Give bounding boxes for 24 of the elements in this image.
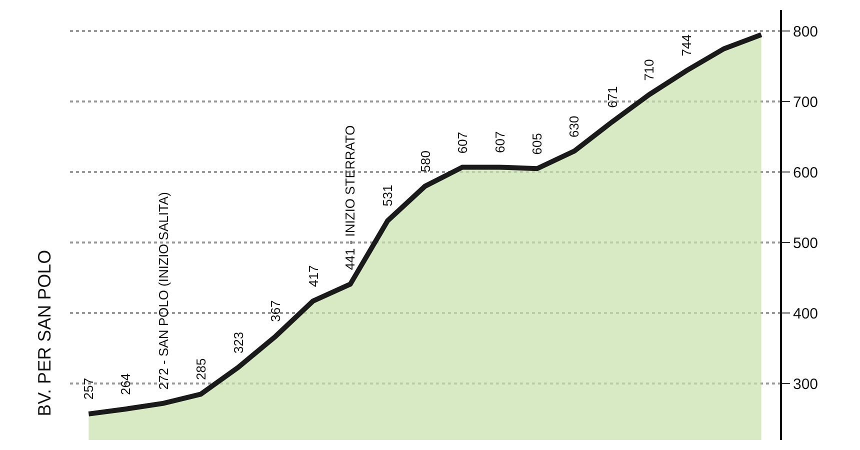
- data-label: 744: [678, 34, 694, 56]
- data-label: 323: [230, 332, 246, 354]
- y-tick-label: 700: [793, 94, 818, 111]
- data-label: 531: [380, 184, 395, 206]
- data-label: 264: [118, 373, 134, 396]
- y-tick-label: 300: [793, 376, 818, 393]
- y-tick-label: 400: [793, 305, 818, 322]
- data-label: 272 - SAN POLO (INIZIO SALITA): [156, 192, 172, 390]
- text: BV. PER SAN POLO: [34, 250, 54, 416]
- data-label: 671: [604, 86, 620, 108]
- y-tick-label: 500: [793, 234, 818, 252]
- data-label: 605: [530, 133, 544, 155]
- data-label: 607: [455, 132, 470, 154]
- data-label: 257: [80, 378, 96, 400]
- y-tick-label: 800: [793, 23, 818, 40]
- data-label: 630: [566, 116, 582, 138]
- data-label: 285: [194, 358, 209, 380]
- data-label: 441 - INIZIO STERRATO: [342, 125, 358, 270]
- data-label: 710: [642, 59, 657, 81]
- data-label: 607: [492, 131, 508, 153]
- data-label: 417: [306, 265, 321, 288]
- data-label: 367: [268, 300, 284, 322]
- y-tick-label: 600: [793, 164, 818, 182]
- data-label: 580: [418, 150, 433, 172]
